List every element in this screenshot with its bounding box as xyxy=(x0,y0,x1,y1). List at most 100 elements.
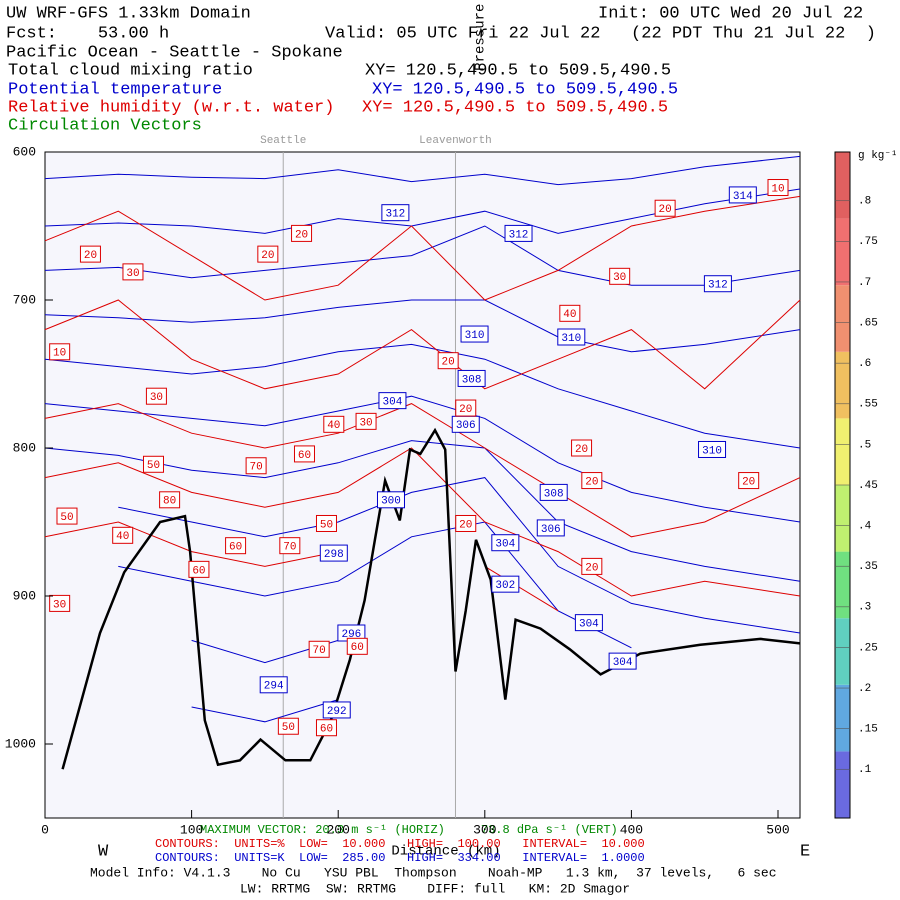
contour-label: 298 xyxy=(324,549,344,561)
y-axis-label: Pressure (hPa) xyxy=(473,0,489,71)
y-tick-label: 600 xyxy=(13,144,36,159)
contour-line xyxy=(44,155,801,186)
contour-label-box xyxy=(571,439,593,457)
init: Init: 00 UTC Wed 20 Jul 22 xyxy=(598,4,863,23)
contour-label-box xyxy=(381,204,410,222)
contour-label: 40 xyxy=(327,420,340,432)
contour-label-box xyxy=(539,483,568,501)
contour-label: 308 xyxy=(544,488,564,500)
contour-label: 302 xyxy=(495,580,515,592)
x-tick-label: 400 xyxy=(620,822,643,837)
contour-label: 60 xyxy=(298,450,311,462)
contour-label: 310 xyxy=(561,333,581,345)
contour-label-box xyxy=(142,455,164,473)
colorbar-tick-label: .5 xyxy=(858,439,871,451)
contour-label-box xyxy=(574,614,603,632)
model-info: Model Info: V4.1.3 No Cu YSU PBL Thompso… xyxy=(90,865,777,880)
contour-label: 20 xyxy=(459,519,472,531)
y-tick-label: 1000 xyxy=(5,736,36,751)
field-xy: XY= 120.5,490.5 to 509.5,490.5 xyxy=(365,61,671,80)
colorbar-tick-label: .6 xyxy=(858,358,871,370)
forecast: Fcst: 53.00 h xyxy=(6,24,169,43)
contour-label: 310 xyxy=(465,330,485,342)
contour-label-box xyxy=(654,199,676,217)
contour-label-box xyxy=(703,275,732,293)
contour-label: 30 xyxy=(359,417,372,429)
colorbar-label: g kg⁻¹ xyxy=(858,150,898,162)
contour-label: 20 xyxy=(742,476,755,488)
contour-label: 60 xyxy=(229,542,242,554)
contour-label-box xyxy=(319,544,348,562)
contour-line xyxy=(44,299,801,390)
contour-label-box xyxy=(322,701,351,719)
contour-label: 10 xyxy=(53,348,66,360)
contour-label: 40 xyxy=(563,309,576,321)
valid: Valid: 05 UTC Fri 22 Jul 22 (22 PDT Thu … xyxy=(325,24,876,43)
location-label: Seattle xyxy=(260,135,306,147)
east-label: E xyxy=(800,842,810,861)
contour-label: 20 xyxy=(459,404,472,416)
colorbar-tick-label: .35 xyxy=(858,561,878,573)
contour-label-box xyxy=(609,267,631,285)
contour-label-box xyxy=(455,399,477,417)
contour-label-box xyxy=(767,179,789,197)
y-tick-label: 900 xyxy=(13,588,36,603)
contour-label: 40 xyxy=(116,531,129,543)
contour-label-box xyxy=(437,352,459,370)
contour-line xyxy=(44,521,559,612)
contour-label: 310 xyxy=(702,445,722,457)
colorbar-segment xyxy=(835,351,850,419)
max-vector: MAXIMUM VECTOR: 20.3 m s⁻¹ (HORIZ) 73.8 … xyxy=(200,823,618,837)
contour-line xyxy=(44,343,801,449)
west-label: W xyxy=(98,842,109,861)
contour-label-box xyxy=(376,491,405,509)
contour-label: 70 xyxy=(313,645,326,657)
colorbar-segment xyxy=(835,285,850,352)
contour-label-box xyxy=(225,537,247,555)
colorbar-segment xyxy=(835,152,850,219)
contour-line xyxy=(44,403,801,538)
contour-label: 312 xyxy=(509,229,529,241)
contour-label-box xyxy=(79,245,101,263)
contour-label: 20 xyxy=(295,229,308,241)
contour-label: 300 xyxy=(381,496,401,508)
x-axis-label: Distance (km) xyxy=(391,844,500,860)
contour-label-box xyxy=(346,637,368,655)
colorbar-tick-label: .7 xyxy=(858,277,871,289)
x-tick-label: 500 xyxy=(766,822,789,837)
contour-label-box xyxy=(145,387,167,405)
title: UW WRF-GFS 1.33km Domain xyxy=(6,4,251,23)
colorbar-tick-label: .65 xyxy=(858,317,878,329)
contour-label: 306 xyxy=(541,524,561,536)
contour-label-box xyxy=(491,534,520,552)
contour-label-box xyxy=(277,717,299,735)
colorbar-tick-label: .75 xyxy=(858,236,878,248)
colorbar-segment xyxy=(835,684,850,752)
contour-label-box xyxy=(308,640,330,658)
contour-label-box xyxy=(457,369,486,387)
y-tick-label: 700 xyxy=(13,292,36,307)
x-tick-label: 0 xyxy=(41,822,49,837)
colorbar-tick-label: .55 xyxy=(858,399,878,411)
contour-label: 20 xyxy=(84,250,97,262)
colorbar-segment xyxy=(835,618,850,685)
contour-label: 20 xyxy=(442,357,455,369)
contour-label: 70 xyxy=(283,542,296,554)
contour-label: 308 xyxy=(462,374,482,386)
contour-label-box xyxy=(49,594,71,612)
contour-label-box xyxy=(56,507,78,525)
contour-label-box xyxy=(460,325,489,343)
contour-label: 60 xyxy=(192,565,205,577)
colorbar-tick-label: .1 xyxy=(858,764,872,776)
colorbar-segment xyxy=(835,218,850,286)
contour-label-box xyxy=(159,491,181,509)
contour-label-box xyxy=(315,719,337,737)
contour-line xyxy=(44,440,801,582)
contour-label: 312 xyxy=(708,280,728,292)
contour-label: 312 xyxy=(385,209,405,221)
rh-contour-info: CONTOURS: UNITS=% LOW= 10.000 HIGH= 100.… xyxy=(155,837,645,851)
contour-label: 60 xyxy=(320,724,333,736)
contour-label: 292 xyxy=(327,706,347,718)
contour-label-box xyxy=(293,445,315,463)
contour-label: 30 xyxy=(613,272,626,284)
